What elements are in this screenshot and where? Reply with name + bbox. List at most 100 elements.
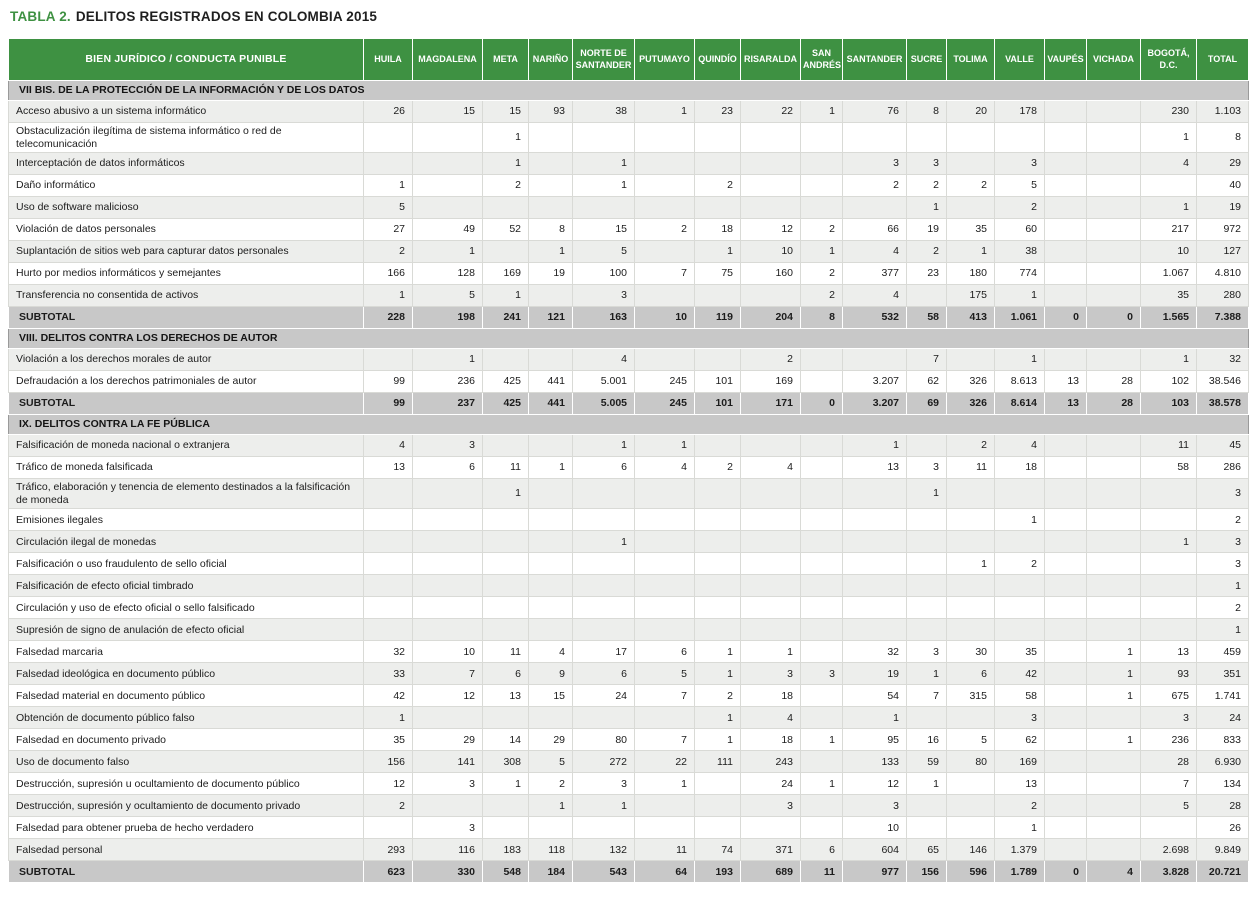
value-cell: [694, 816, 741, 840]
value-cell: 3: [1140, 706, 1197, 730]
value-cell: 29: [412, 728, 483, 752]
value-cell: [994, 574, 1045, 598]
value-cell: 180: [946, 262, 995, 286]
value-cell: 15: [572, 218, 635, 242]
subtotal-value: 121: [528, 306, 573, 330]
value-cell: 32: [842, 640, 907, 664]
value-cell: [800, 530, 843, 554]
value-cell: 95: [842, 728, 907, 752]
value-cell: 35: [994, 640, 1045, 664]
table-row: Defraudación a los derechos patrimoniale…: [8, 370, 1249, 394]
header-row: BIEN JURÍDICO / CONDUCTA PUNIBLE HUILA MAG…: [8, 38, 1249, 81]
value-cell: [906, 574, 947, 598]
value-cell: [528, 348, 573, 372]
value-cell: [528, 574, 573, 598]
table-row: Violación a los derechos morales de auto…: [8, 348, 1249, 372]
value-cell: 4: [1140, 152, 1197, 176]
value-cell: [1044, 618, 1087, 642]
value-cell: 13: [1044, 370, 1087, 394]
value-cell: [800, 478, 843, 510]
value-cell: [800, 794, 843, 818]
value-cell: 26: [363, 100, 413, 123]
value-cell: [528, 196, 573, 220]
value-cell: [634, 574, 695, 598]
value-cell: [412, 196, 483, 220]
corner-header: BIEN JURÍDICO / CONDUCTA PUNIBLE: [8, 38, 364, 81]
value-cell: 75: [694, 262, 741, 286]
row-label: Falsedad para obtener prueba de hecho ve…: [8, 816, 364, 840]
value-cell: [800, 618, 843, 642]
value-cell: 5: [363, 196, 413, 220]
row-label: Falsedad personal: [8, 838, 364, 862]
value-cell: 2: [994, 196, 1045, 220]
value-cell: [482, 596, 529, 620]
subtotal-value: 156: [906, 860, 947, 884]
value-cell: 1: [800, 772, 843, 796]
value-cell: 6: [634, 640, 695, 664]
table-row: Falsedad para obtener prueba de hecho ve…: [8, 816, 1249, 840]
value-cell: [800, 434, 843, 458]
row-label: Falsedad ideológica en documento público: [8, 662, 364, 686]
value-cell: [800, 750, 843, 774]
value-cell: [363, 152, 413, 176]
value-cell: [482, 530, 529, 554]
subtotal-value: 119: [694, 306, 741, 330]
table-row: Daño informático 1 2 1 2 2 2 2 5 40: [8, 174, 1249, 198]
value-cell: [800, 596, 843, 620]
value-cell: 29: [528, 728, 573, 752]
value-cell: 27: [363, 218, 413, 242]
value-cell: [634, 284, 695, 308]
value-cell: [842, 618, 907, 642]
value-cell: [946, 121, 995, 154]
value-cell: [906, 794, 947, 818]
value-cell: 101: [694, 370, 741, 394]
value-cell: 2: [800, 284, 843, 308]
value-cell: 371: [740, 838, 801, 862]
value-cell: [363, 596, 413, 620]
value-cell: 18: [740, 728, 801, 752]
value-cell: 2: [694, 174, 741, 198]
value-cell: [1086, 574, 1141, 598]
value-cell: 11: [1140, 434, 1197, 458]
subtotal-value: 64: [634, 860, 695, 884]
subtotal-value: 7.388: [1196, 306, 1249, 330]
column-header: TOLIMA: [946, 38, 995, 81]
value-cell: [740, 174, 801, 198]
value-cell: [740, 552, 801, 576]
row-label: Circulación y uso de efecto oficial o se…: [8, 596, 364, 620]
value-cell: [1086, 596, 1141, 620]
value-cell: [572, 816, 635, 840]
value-cell: [842, 574, 907, 598]
value-cell: 243: [740, 750, 801, 774]
value-cell: 175: [946, 284, 995, 308]
value-cell: 23: [906, 262, 947, 286]
value-cell: 169: [994, 750, 1045, 774]
value-cell: [1140, 596, 1197, 620]
value-cell: 3: [906, 152, 947, 176]
subtotal-value: 1.565: [1140, 306, 1197, 330]
value-cell: [634, 552, 695, 576]
value-cell: 102: [1140, 370, 1197, 394]
value-cell: 1: [842, 434, 907, 458]
value-cell: [946, 478, 995, 510]
value-cell: [1086, 100, 1141, 123]
value-cell: 10: [1140, 240, 1197, 264]
value-cell: 22: [740, 100, 801, 123]
value-cell: [740, 596, 801, 620]
table-row: Transferencia no consentida de activos 1 5…: [8, 284, 1249, 308]
value-cell: [740, 816, 801, 840]
table-row: Uso de software malicioso 5 1 2 1 19: [8, 196, 1249, 220]
value-cell: 30: [946, 640, 995, 664]
value-cell: 4.810: [1196, 262, 1249, 286]
value-cell: 11: [482, 640, 529, 664]
value-cell: 6.930: [1196, 750, 1249, 774]
value-cell: 2: [800, 262, 843, 286]
value-cell: 2: [1196, 508, 1249, 532]
value-cell: 3: [740, 662, 801, 686]
value-cell: [572, 552, 635, 576]
row-label: Tráfico de moneda falsificada: [8, 456, 364, 480]
column-header: SANTANDER: [842, 38, 907, 81]
subtotal-value: 532: [842, 306, 907, 330]
value-cell: 1: [694, 728, 741, 752]
subtotal-value: 204: [740, 306, 801, 330]
